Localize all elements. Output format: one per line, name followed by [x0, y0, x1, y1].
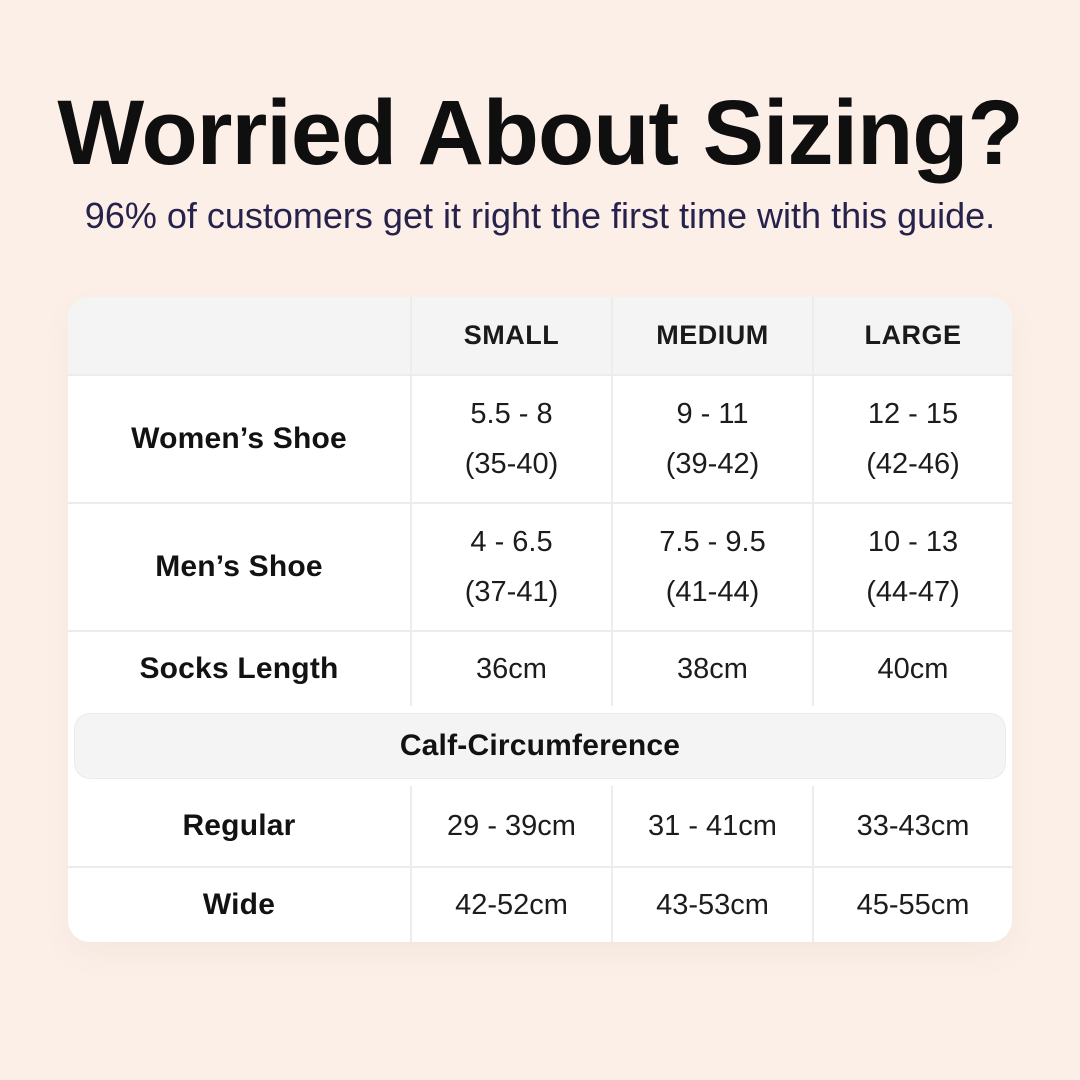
row-label-wide: Wide — [202, 888, 276, 922]
cell-value-line: 43-53cm — [656, 888, 769, 921]
cell-wide-medium: 43-53cm — [611, 868, 812, 943]
table-header-row: SMALL MEDIUM LARGE — [68, 297, 1012, 375]
column-header-blank — [68, 297, 410, 374]
table-row-regular: Regular 29 - 39cm 31 - 41cm 33-43cm — [68, 786, 1012, 867]
cell-mens-medium: 7.5 - 9.5 (41-44) — [611, 504, 812, 631]
cell-value-line: 45-55cm — [856, 888, 970, 921]
cell-value-line: 10 - 13 — [867, 525, 959, 558]
column-header-large: LARGE — [812, 297, 1012, 375]
table-row-womens-shoe: Women’s Shoe 5.5 - 8 (35-40) 9 - 11 (39-… — [68, 374, 1012, 503]
cell-regular-medium: 31 - 41cm — [611, 786, 812, 867]
size-guide-table: SMALL MEDIUM LARGE Women’s Shoe 5.5 - 8 … — [68, 297, 1012, 943]
cell-value-line: 5.5 - 8 — [470, 397, 553, 430]
cell-socks-large: 40cm — [812, 632, 1012, 707]
cell-womens-small: 5.5 - 8 (35-40) — [410, 376, 611, 503]
cell-value-line: (44-47) — [866, 576, 960, 609]
cell-value-line: 40cm — [877, 652, 949, 685]
cell-value-line: 36cm — [476, 652, 547, 685]
row-label-regular: Regular — [182, 809, 296, 843]
cell-socks-small: 36cm — [410, 632, 611, 707]
cell-regular-large: 33-43cm — [812, 786, 1012, 867]
cell-value-line: 33-43cm — [856, 809, 970, 842]
cell-value-line: 7.5 - 9.5 — [659, 525, 766, 558]
table-row-wide: Wide 42-52cm 43-53cm 45-55cm — [68, 866, 1012, 943]
cell-value-line: 9 - 11 — [676, 397, 749, 430]
cell-mens-large: 10 - 13 (44-47) — [812, 504, 1012, 631]
cell-value-line: 12 - 15 — [867, 397, 959, 430]
page-title: Worried About Sizing? — [57, 82, 1023, 184]
cell-regular-small: 29 - 39cm — [410, 786, 611, 867]
section-header-calf-circumference: Calf-Circumference — [74, 713, 1006, 780]
row-label-mens-shoe: Men’s Shoe — [155, 550, 323, 584]
row-label-socks-length: Socks Length — [139, 652, 339, 686]
cell-wide-small: 42-52cm — [410, 868, 611, 943]
column-header-small: SMALL — [410, 297, 611, 375]
page-subtitle: 96% of customers get it right the first … — [84, 195, 996, 237]
cell-socks-medium: 38cm — [611, 632, 812, 707]
cell-value-line: (41-44) — [665, 576, 760, 609]
cell-mens-small: 4 - 6.5 (37-41) — [410, 504, 611, 631]
cell-value-line: (39-42) — [665, 448, 760, 481]
cell-value-line: 31 - 41cm — [648, 809, 777, 842]
cell-value-line: (37-41) — [464, 576, 559, 609]
cell-womens-medium: 9 - 11 (39-42) — [611, 376, 812, 503]
cell-value-line: 42-52cm — [455, 888, 568, 921]
cell-value-line: 38cm — [677, 652, 748, 685]
table-row-mens-shoe: Men’s Shoe 4 - 6.5 (37-41) 7.5 - 9.5 (41… — [68, 502, 1012, 631]
cell-value-line: (42-46) — [866, 448, 960, 481]
cell-womens-large: 12 - 15 (42-46) — [812, 376, 1012, 503]
cell-wide-large: 45-55cm — [812, 868, 1012, 943]
cell-value-line: 29 - 39cm — [447, 809, 576, 842]
cell-value-line: (35-40) — [464, 448, 559, 481]
column-header-medium: MEDIUM — [611, 297, 812, 375]
table-row-socks-length: Socks Length 36cm 38cm 40cm — [68, 630, 1012, 707]
cell-value-line: 4 - 6.5 — [470, 525, 553, 558]
row-label-womens-shoe: Women’s Shoe — [131, 422, 347, 456]
